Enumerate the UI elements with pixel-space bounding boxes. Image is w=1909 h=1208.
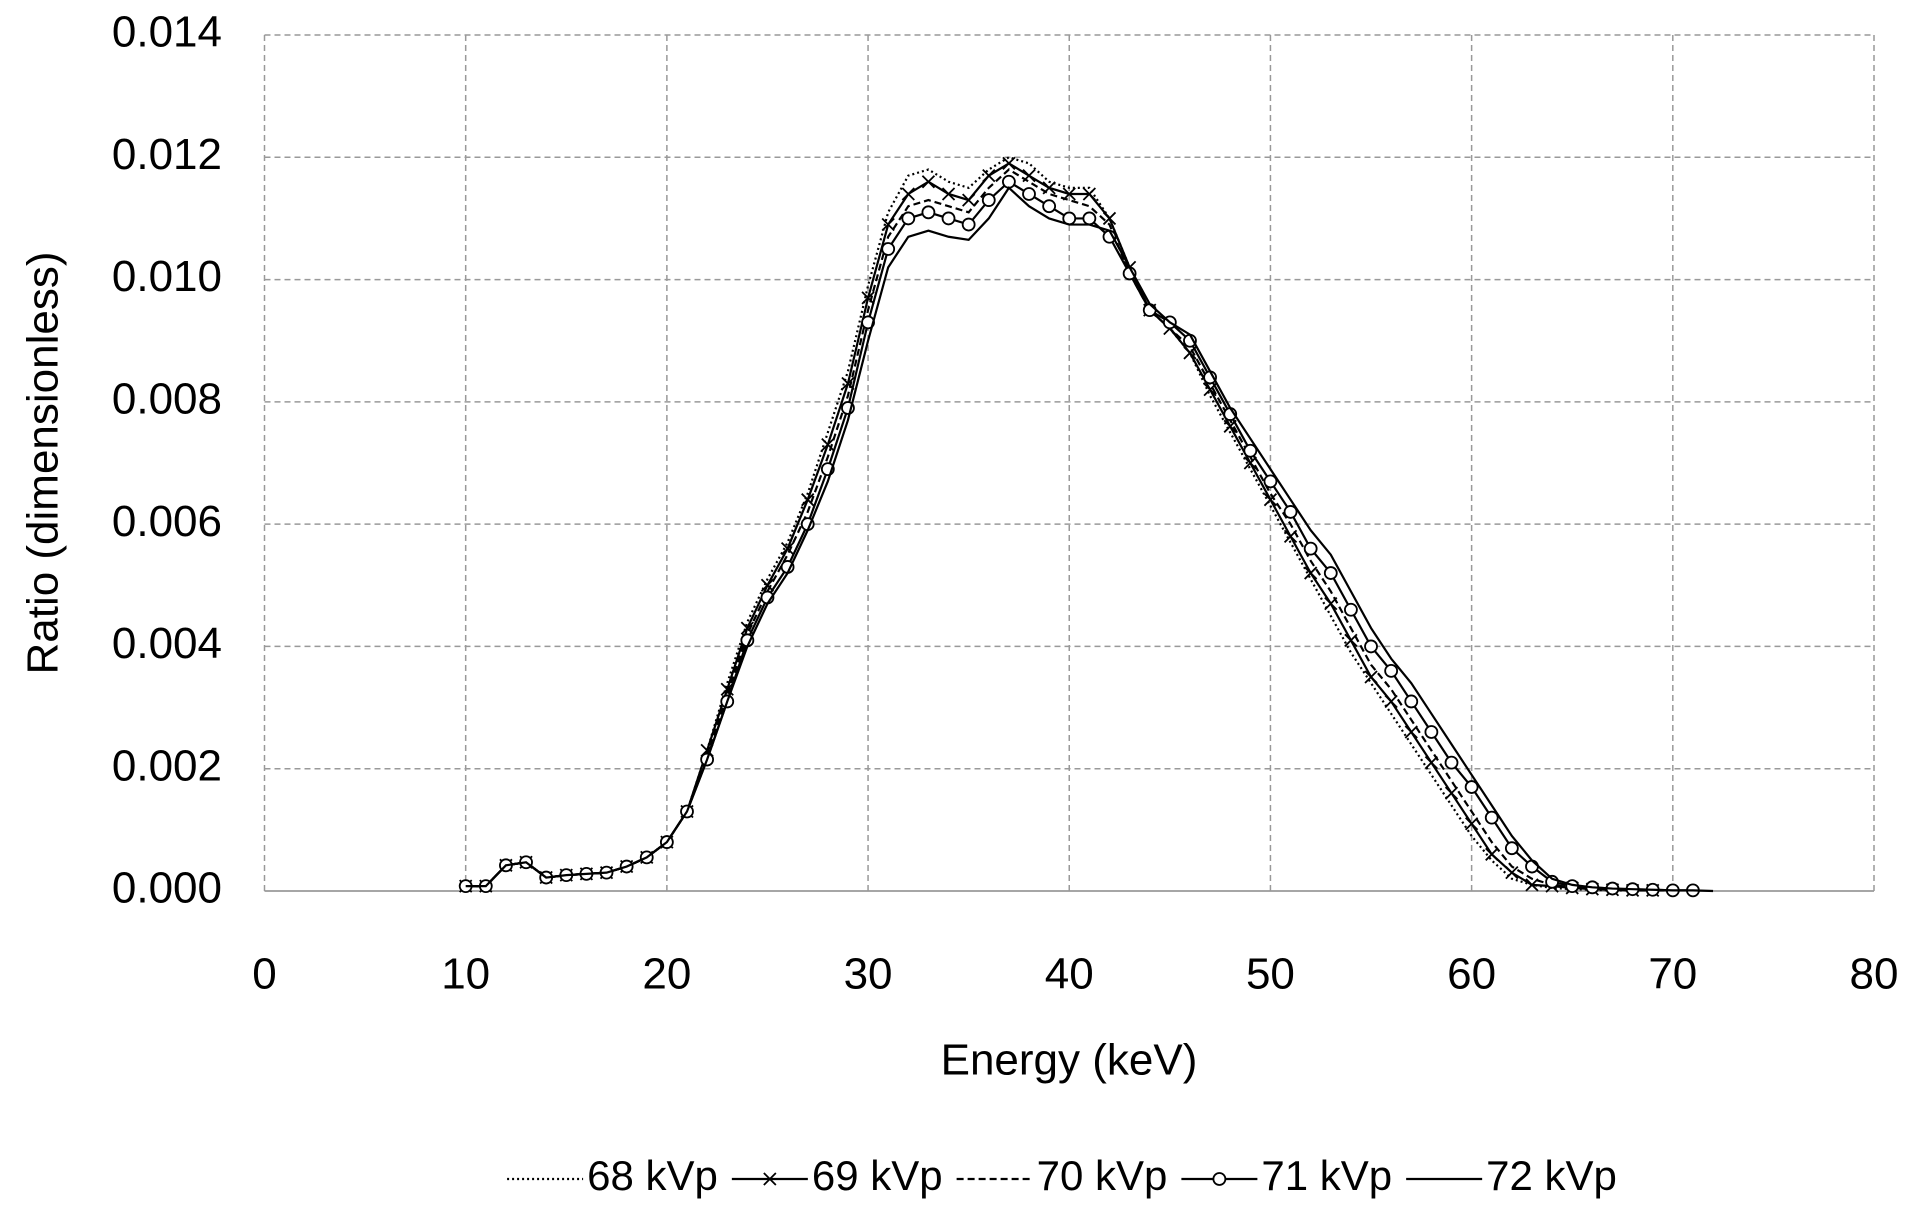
marker [760,578,775,592]
legend: 68 kVp 69 kVp 70 kVp 71 kVp 72 kVp [507,1152,1617,1199]
marker [1444,755,1459,770]
marker [1364,639,1378,654]
marker [941,187,956,201]
marker [1263,474,1278,489]
legend-label: 71 kVp [1261,1152,1392,1199]
marker [1484,810,1499,825]
y-tick-label: 0.000 [112,864,222,913]
x-tick-label: 60 [1447,950,1496,999]
y-tick-label: 0.014 [112,8,222,57]
y-tick-label: 0.006 [112,497,222,546]
marker [901,187,915,201]
marker [1424,755,1439,770]
series-line [465,180,1693,892]
y-tick-label: 0.010 [112,252,222,301]
marker [982,168,996,183]
legend-label: 69 kVp [812,1152,943,1199]
marker [1504,841,1519,856]
marker [881,217,895,232]
legend-label: 72 kVp [1486,1152,1617,1199]
y-axis-title: Ratio (dimensionless) [19,251,68,674]
marker [1303,541,1318,556]
x-tick-label: 30 [844,950,893,999]
marker [881,242,896,256]
marker [821,438,835,452]
marker [1042,199,1057,214]
marker [1212,1172,1227,1186]
marker [1002,156,1016,171]
x-tick-label: 20 [642,950,691,999]
marker [921,205,936,220]
marker [763,1172,777,1186]
x-tick-label: 40 [1045,950,1094,999]
marker [1263,493,1278,507]
x-axis-title: Energy (keV) [941,1036,1198,1085]
marker [801,493,815,507]
marker [1485,847,1499,861]
marker [1243,456,1257,470]
marker [1364,670,1378,684]
marker [1001,174,1016,189]
marker [1404,725,1418,739]
marker [941,211,956,226]
marker [780,541,795,556]
legend-label: 68 kVp [587,1152,718,1199]
legend-label: 70 kVp [1037,1152,1168,1199]
marker [1344,602,1358,617]
marker [1404,694,1419,709]
marker [921,175,936,189]
marker [962,193,976,207]
marker [1323,566,1338,580]
marker [1384,663,1399,678]
marker [1444,786,1459,800]
y-tick-label: 0.012 [112,130,222,179]
marker [1243,443,1258,458]
series-line [465,186,1714,893]
marker [1525,878,1539,892]
x-tick-label: 80 [1850,950,1899,999]
x-tick-label: 50 [1246,950,1295,999]
x-tick-label: 0 [252,950,276,999]
x-tick-label: 70 [1648,950,1697,999]
marker [1102,211,1117,226]
marker [861,291,875,305]
marker [961,217,976,232]
x-tick-label: 10 [441,950,490,999]
marker [1464,780,1479,794]
marker [1304,566,1318,580]
marker [1464,817,1479,831]
marker [1082,187,1097,201]
marker [981,193,996,207]
marker [1022,187,1036,201]
y-tick-label: 0.008 [112,374,222,423]
y-tick-label: 0.002 [112,741,222,790]
y-tick-label: 0.004 [112,619,222,668]
marker [1142,303,1157,318]
marker [1283,505,1298,519]
marker [1384,694,1398,709]
marker [1525,859,1539,874]
marker [1424,725,1439,739]
marker [901,211,916,226]
marker [1082,211,1097,226]
marker [1505,866,1519,880]
